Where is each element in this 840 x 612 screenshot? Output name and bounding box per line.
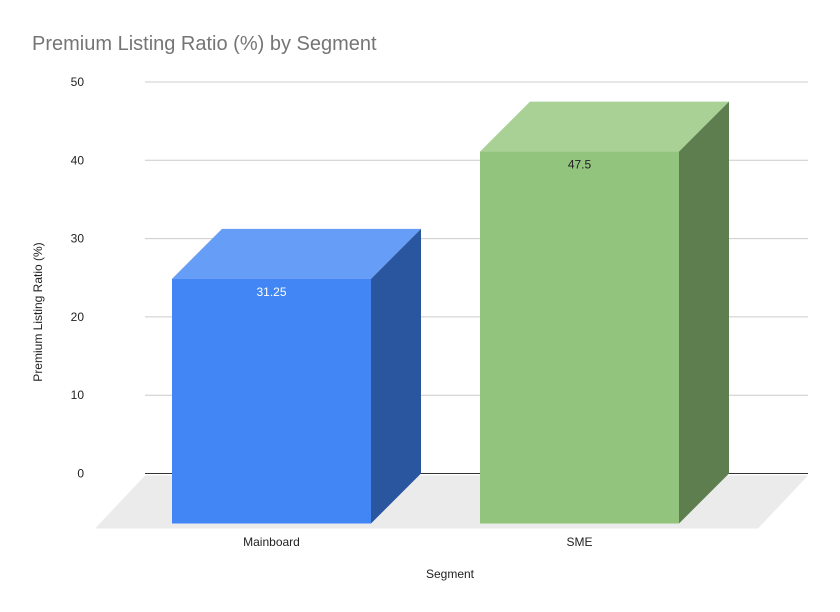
y-axis-ticks: 0 10 20 30 40 50 xyxy=(71,75,85,481)
chart-title: Premium Listing Ratio (%) by Segment xyxy=(32,33,377,55)
data-label: 47.5 xyxy=(568,158,592,172)
bar-front-face xyxy=(480,151,679,524)
y-tick-label: 0 xyxy=(77,467,84,481)
data-label: 31.25 xyxy=(256,285,286,299)
bar-side-face xyxy=(679,101,729,524)
y-tick-label: 10 xyxy=(71,388,85,402)
x-axis-label: Segment xyxy=(426,567,475,581)
bar-side-face xyxy=(371,228,421,524)
x-axis-ticks: Mainboard SME xyxy=(243,535,592,549)
y-axis-label: Premium Listing Ratio (%) xyxy=(31,242,45,381)
y-tick-label: 20 xyxy=(71,310,85,324)
y-tick-label: 40 xyxy=(71,153,85,167)
bar-top-face xyxy=(172,228,421,279)
bar-top-face xyxy=(480,101,729,152)
bar-sme: 47.5 xyxy=(480,101,729,524)
y-tick-label: 30 xyxy=(71,232,85,246)
x-tick-label: Mainboard xyxy=(243,535,300,549)
x-tick-label: SME xyxy=(566,535,592,549)
bars: 31.25 47.5 xyxy=(172,101,729,524)
bar-mainboard: 31.25 xyxy=(172,228,421,524)
y-tick-label: 50 xyxy=(71,75,85,89)
bar-front-face xyxy=(172,278,371,524)
